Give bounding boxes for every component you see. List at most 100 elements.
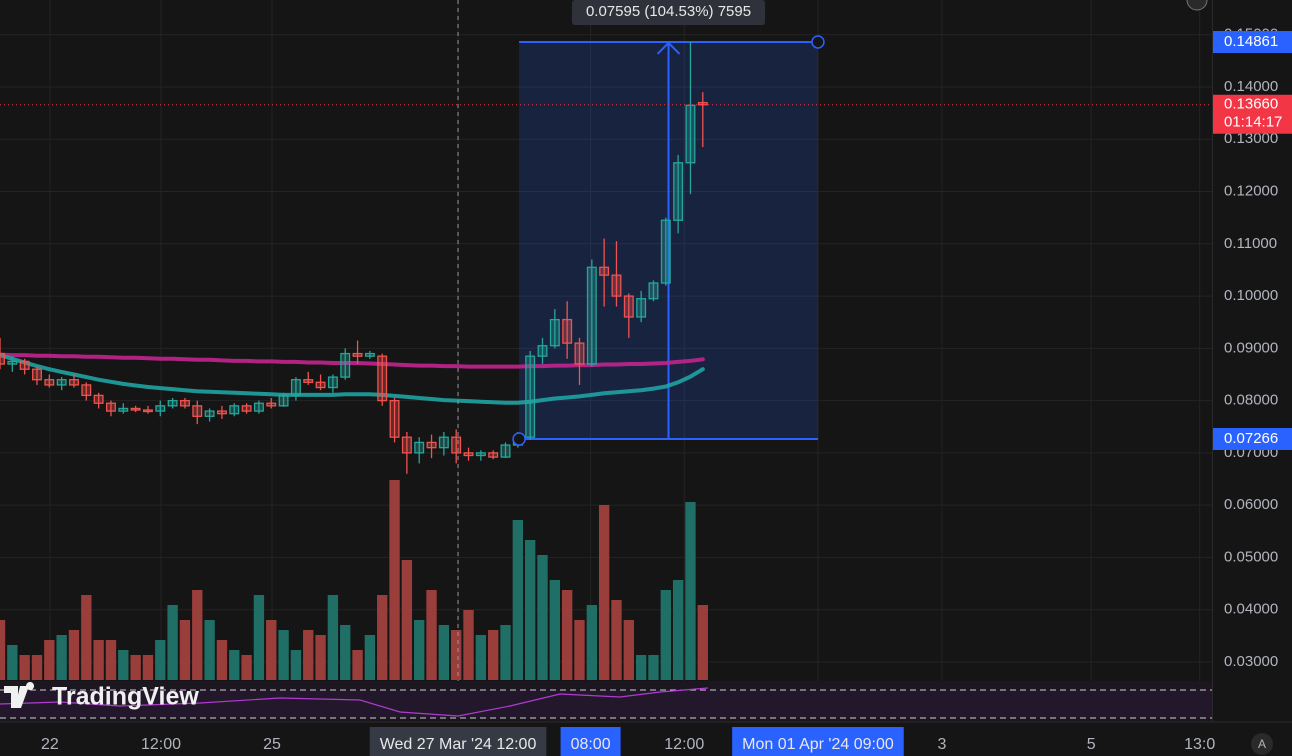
volume-bar <box>142 655 154 680</box>
y-tick-label: 0.04000 <box>1224 601 1278 618</box>
candle-body <box>167 399 178 407</box>
x-tick-label: 22 <box>41 736 59 753</box>
auto-scale-button[interactable] <box>1251 733 1273 755</box>
candle-body <box>56 379 67 386</box>
y-tick-label: 0.13000 <box>1224 130 1278 147</box>
candle-body <box>673 162 684 221</box>
candle-body <box>636 298 647 318</box>
volume-bar <box>290 650 302 680</box>
measure-price-label: 0.14861 <box>1224 33 1278 50</box>
volume-bar <box>56 635 67 680</box>
volume-bar <box>19 655 30 680</box>
volume-bar <box>685 502 696 680</box>
last-price-label: 0.13660 <box>1224 96 1278 113</box>
last-price-box <box>1213 94 1292 134</box>
y-tick-label: 0.09000 <box>1224 339 1278 356</box>
auto-scale-label: A <box>1258 737 1266 751</box>
x-tick-label: 5 <box>1087 736 1096 753</box>
x-tick-label: 12:00 <box>141 736 181 753</box>
volume-bar <box>672 580 684 680</box>
countdown-label: 01:14:17 <box>1224 114 1282 131</box>
candle-body <box>352 352 363 357</box>
volume-bar <box>364 635 376 680</box>
x-tick-label: Mon 01 Apr '24 09:00 <box>742 736 894 753</box>
volume-bar <box>648 655 659 680</box>
candle-body <box>0 352 5 365</box>
candle-body <box>278 394 289 407</box>
volume-bar <box>561 590 573 680</box>
volume-bar <box>438 625 450 680</box>
candle-body <box>611 274 622 297</box>
y-tick-label: 0.10000 <box>1224 287 1278 304</box>
volume-bar <box>31 655 43 680</box>
y-tick-label: 0.05000 <box>1224 548 1278 565</box>
measure-handle[interactable] <box>512 432 526 446</box>
volume-bar <box>549 580 561 680</box>
y-tick-label: 0.06000 <box>1224 496 1278 513</box>
candle-body <box>69 379 79 386</box>
volume-bar <box>155 640 166 680</box>
overlay: 0.07595 (104.53%) 7595 <box>0 0 1212 722</box>
volume-bar <box>340 625 351 680</box>
volume-bar <box>475 635 487 680</box>
candle-body <box>389 399 400 438</box>
volume-bar <box>93 640 104 680</box>
volume-bar <box>635 655 647 680</box>
settings-button[interactable] <box>1186 0 1208 11</box>
volume-bar <box>68 630 80 680</box>
volume-bar <box>451 630 462 680</box>
candle-body <box>377 355 388 402</box>
candle-body <box>438 436 449 449</box>
volume-bar <box>401 560 413 680</box>
measure-handle[interactable] <box>811 35 825 49</box>
volume-bar <box>414 620 425 680</box>
volume-bar <box>167 605 178 680</box>
candle-body <box>685 104 696 164</box>
candle-body <box>192 405 203 417</box>
volume-bar <box>426 590 437 680</box>
candle-body <box>549 318 560 347</box>
volume-bar <box>524 540 536 680</box>
candle-body <box>32 368 42 381</box>
candle-body <box>93 394 104 404</box>
volume-bar <box>118 650 129 680</box>
ma-line <box>0 353 705 405</box>
candle-body <box>586 266 597 365</box>
volume-bar <box>598 505 610 680</box>
candle-body <box>451 436 462 454</box>
volume-bar <box>81 595 92 680</box>
moving-averages <box>0 352 705 405</box>
candle-body <box>118 407 129 412</box>
volume-bar <box>586 605 597 680</box>
candle-body <box>142 409 153 413</box>
candle-body <box>525 355 536 438</box>
candle-body <box>537 345 548 357</box>
measure-tool <box>519 40 818 440</box>
volume-bar <box>241 655 252 680</box>
candle-body <box>574 342 585 365</box>
y-tick-label: 0.14000 <box>1224 78 1278 95</box>
measure-label-box <box>571 0 766 25</box>
candle-body <box>500 444 511 458</box>
volume-bar <box>512 520 524 680</box>
candle-body <box>266 402 277 407</box>
candle-body <box>623 295 634 318</box>
volume-bar <box>623 620 634 680</box>
candle-body <box>562 318 573 344</box>
volume-bar <box>463 610 474 680</box>
candle-body <box>229 405 240 415</box>
y-tick-label: 0.03000 <box>1224 653 1278 670</box>
measure-arrow-head <box>656 41 681 55</box>
candle-body <box>130 407 141 411</box>
volume-bar <box>697 605 708 680</box>
x-tick-label: 3 <box>938 736 947 753</box>
candle-body <box>660 219 671 284</box>
candle-body <box>106 402 116 412</box>
y-tick-label: 0.12000 <box>1224 182 1278 199</box>
volume-bar <box>7 645 18 680</box>
candle-body <box>401 436 412 454</box>
volume-bar <box>303 630 314 680</box>
x-tick-label: 08:00 <box>571 736 611 753</box>
